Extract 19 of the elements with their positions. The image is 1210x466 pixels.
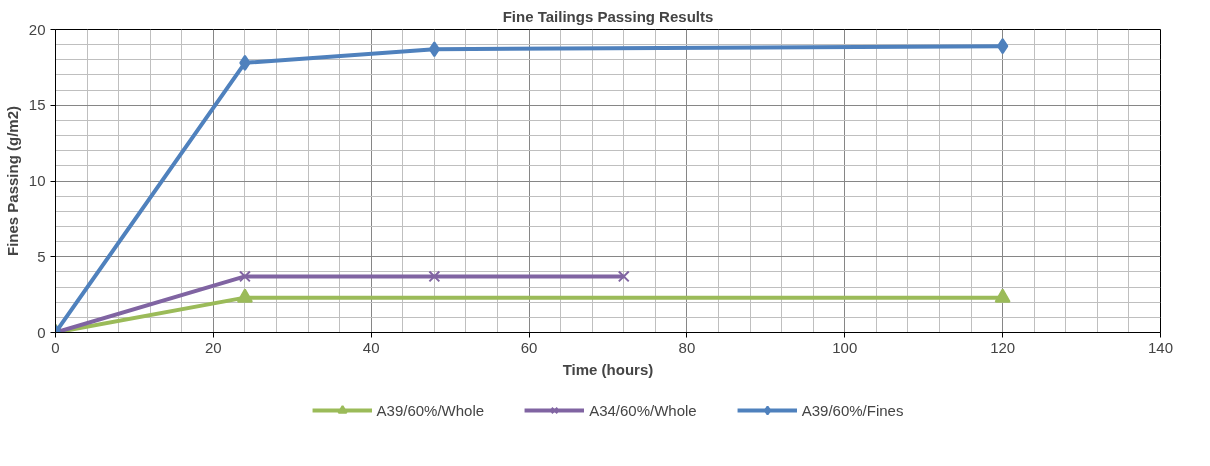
chart-title: Fine Tailings Passing Results — [502, 7, 714, 25]
x-tick-label: 20 — [205, 338, 222, 356]
y-tick-label: 20 — [28, 20, 46, 38]
y-tick-label: 5 — [37, 247, 46, 265]
legend-label: A34/60%/Whole — [589, 401, 697, 419]
x-tick-label: 40 — [362, 338, 380, 356]
y-tick-label: 15 — [28, 96, 46, 114]
x-tick-label: 0 — [51, 338, 60, 356]
x-tick-label: 100 — [832, 338, 858, 356]
x-tick-label: 140 — [1147, 338, 1174, 356]
x-axis-title: Time (hours) — [562, 360, 654, 378]
y-tick-label: 0 — [37, 323, 46, 341]
x-tick-label: 80 — [678, 338, 696, 356]
x-tick-label: 120 — [990, 338, 1016, 356]
legend-label: A39/60%/Fines — [801, 401, 904, 419]
y-tick-label: 10 — [28, 172, 46, 189]
legend-label: A39/60%/Whole — [376, 401, 485, 419]
y-axis-title: Fines Passing (g/m2) — [3, 105, 21, 257]
x-tick-label: 60 — [520, 338, 538, 356]
